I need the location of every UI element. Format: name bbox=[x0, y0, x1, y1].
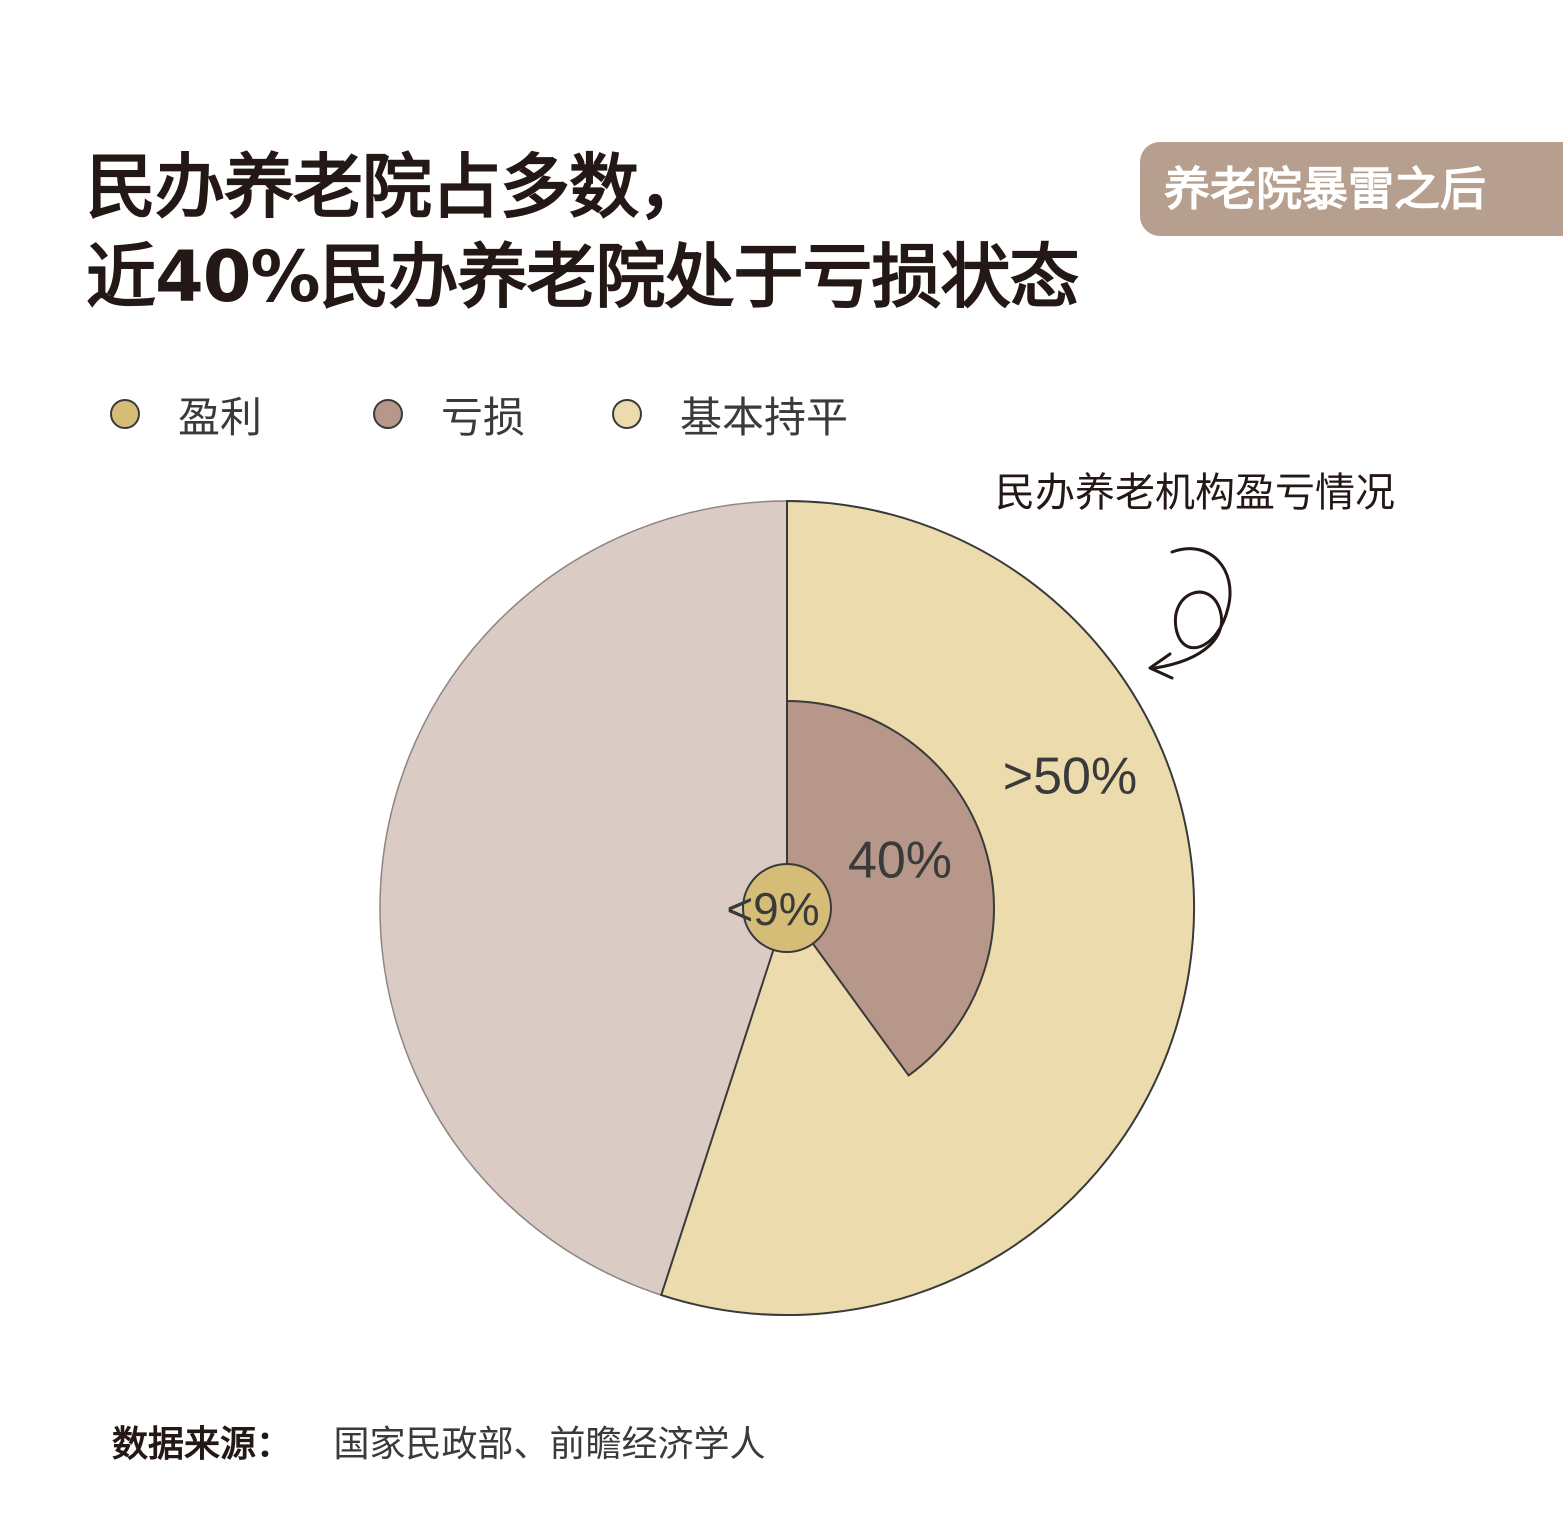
curly-arrow-icon bbox=[1150, 549, 1230, 678]
data-label-loss: 40% bbox=[848, 832, 952, 890]
data-label-profit: <9% bbox=[726, 883, 819, 935]
source-label: 数据来源： bbox=[112, 1424, 292, 1465]
data-label-breakeven: >50% bbox=[1003, 748, 1137, 806]
data-source: 数据来源： 国家民政部、前瞻经济学人 bbox=[112, 1415, 765, 1467]
source-value: 国家民政部、前瞻经济学人 bbox=[333, 1424, 765, 1465]
